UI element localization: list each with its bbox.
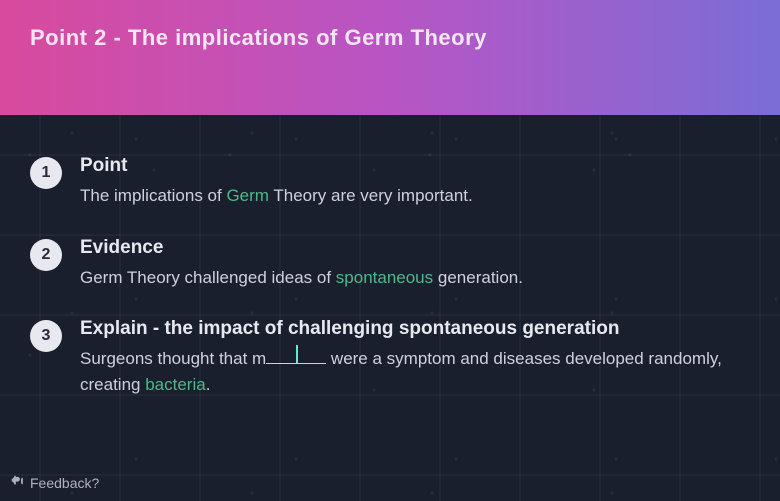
content-area: 1 Point The implications of Germ Theory … [0, 115, 780, 501]
text-cursor [296, 345, 298, 363]
feedback-button[interactable]: Feedback? [10, 474, 99, 491]
header-banner: Point 2 - The implications of Germ Theor… [0, 0, 780, 115]
item-text: The implications of Germ Theory are very… [80, 183, 750, 209]
feedback-label: Feedback? [30, 475, 99, 491]
item-title: Point [80, 155, 750, 177]
item-number-badge: 3 [30, 320, 62, 352]
item-body: Point The implications of Germ Theory ar… [80, 155, 750, 209]
highlight-word: spontaneous [336, 268, 433, 287]
highlight-word: Germ [226, 186, 269, 205]
text-segment: generation. [433, 268, 523, 287]
text-segment: . [206, 375, 211, 394]
list-item: 3 Explain - the impact of challenging sp… [30, 318, 750, 397]
item-number-badge: 1 [30, 157, 62, 189]
text-segment: Surgeons thought that m [80, 349, 266, 368]
item-title: Evidence [80, 237, 750, 259]
text-segment: Germ Theory challenged ideas of [80, 268, 336, 287]
highlight-word: bacteria [145, 375, 205, 394]
item-body: Explain - the impact of challenging spon… [80, 318, 750, 397]
text-segment: The implications of [80, 186, 226, 205]
fill-blank-input[interactable] [266, 363, 326, 364]
item-body: Evidence Germ Theory challenged ideas of… [80, 237, 750, 291]
list-item: 2 Evidence Germ Theory challenged ideas … [30, 237, 750, 291]
item-number-badge: 2 [30, 239, 62, 271]
page-title: Point 2 - The implications of Germ Theor… [30, 25, 487, 51]
megaphone-icon [10, 474, 24, 491]
item-title: Explain - the impact of challenging spon… [80, 318, 750, 340]
item-text: Surgeons thought that m were a symptom a… [80, 346, 750, 397]
list-item: 1 Point The implications of Germ Theory … [30, 155, 750, 209]
text-segment: Theory are very important. [269, 186, 473, 205]
item-text: Germ Theory challenged ideas of spontane… [80, 265, 750, 291]
